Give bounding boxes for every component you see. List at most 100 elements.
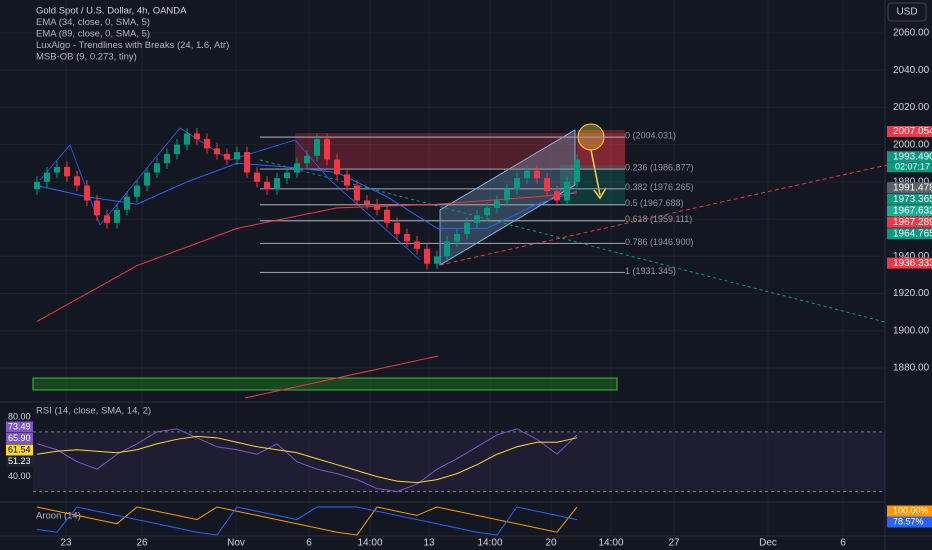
candle-body (324, 139, 330, 160)
aroon-title: Aroon (14) (36, 511, 81, 522)
candle-body (494, 200, 500, 208)
rsi-tick-label: 40.00 (8, 471, 31, 481)
price-marker-label: 2007.054 (893, 126, 932, 137)
candle-body (424, 248, 430, 264)
rsi-marker-label: 65.90 (8, 433, 31, 443)
currency-box[interactable] (887, 2, 927, 22)
candle-body (294, 163, 300, 173)
candle-body (274, 178, 280, 190)
fib-label: 0.618 (1959.111) (625, 214, 692, 224)
candle-body (54, 166, 60, 173)
candle-body (154, 163, 160, 173)
y-tick-label: 2020.00 (893, 102, 930, 113)
grid (0, 0, 885, 536)
candle-body (484, 207, 490, 216)
aroon-line (36, 506, 578, 536)
aroon-marker (887, 505, 932, 517)
price-marker (887, 216, 932, 228)
rsi-title: RSI (14, close, SMA, 14, 2) (36, 406, 151, 417)
rsi-marker (6, 444, 33, 456)
aroon-marker-label: 100.00% (893, 505, 929, 515)
rsi-marker (6, 456, 33, 467)
price-marker-label: 1991.478 (893, 182, 932, 193)
fib-label: 0.236 (1986.877) (625, 162, 694, 172)
candle-body (244, 152, 250, 173)
x-tick-label: 27 (668, 538, 680, 549)
ema-line (36, 192, 578, 322)
fib-label: 0 (2004.031) (625, 130, 676, 140)
x-tick-label: 14:00 (357, 538, 382, 549)
candle-body (384, 209, 390, 223)
fib-label: 0.382 (1976.265) (625, 182, 694, 192)
candle-body (224, 153, 230, 160)
rsi-marker (6, 433, 33, 444)
x-tick-label: 6 (306, 538, 312, 549)
candle-body (404, 233, 410, 242)
candle-body (374, 204, 380, 210)
y-tick-label: 1940.00 (893, 251, 930, 262)
candle-body (434, 256, 440, 264)
candle-body (444, 241, 450, 257)
candle-body (504, 189, 510, 201)
candle-body (254, 172, 260, 182)
candle-body (74, 176, 80, 186)
x-tick-label: 13 (423, 538, 435, 549)
candle-body (214, 148, 220, 154)
candle-body (104, 215, 110, 223)
currency: USD (896, 7, 917, 18)
candle-body (314, 139, 320, 156)
candle-body (344, 174, 350, 186)
candle-body (304, 155, 310, 164)
price-marker-label: 1964.765 (893, 228, 932, 239)
candle-body (94, 200, 100, 216)
legend-entry: MSB-OB (9, 0.273, tiny) (36, 52, 137, 63)
price-marker (887, 151, 932, 163)
price-marker-label: 1967.289 (893, 217, 932, 228)
y-tick-label: 2040.00 (893, 65, 930, 76)
trendline (439, 154, 932, 266)
candle-body (164, 153, 170, 164)
legend-entry: EMA (34, close, 0, SMA, 5) (36, 17, 150, 28)
candle-body (554, 191, 560, 201)
fib-label: 1 (1931.345) (625, 266, 676, 276)
candle-body (544, 178, 550, 192)
fib-label: 0.5 (1967.688) (625, 198, 684, 208)
candle-body (454, 233, 460, 242)
candle-body (234, 152, 240, 160)
candle-body (174, 144, 180, 154)
arrow-head (593, 187, 607, 200)
support-zone (32, 377, 618, 391)
candle-body (284, 172, 290, 179)
y-tick-label: 1920.00 (893, 288, 930, 299)
order-block (295, 133, 625, 169)
x-tick-label: 23 (60, 538, 72, 549)
x-tick-label: Dec (759, 538, 777, 549)
price-marker (887, 205, 932, 217)
candle-body (564, 181, 570, 201)
candle-body (114, 209, 120, 223)
rsi-marker (6, 421, 33, 433)
price-marker (887, 228, 932, 240)
candle-body (534, 170, 540, 179)
countdown-bg (887, 162, 932, 173)
legend-entry: Gold Spot / U.S. Dollar, 4h, OANDA (36, 6, 187, 17)
price-marker (887, 182, 932, 194)
candle-body (334, 159, 340, 175)
candle-body (464, 222, 470, 234)
candle-body (194, 133, 200, 140)
rsi-marker-label: 61.54 (8, 444, 31, 454)
x-tick-label: 14:00 (598, 538, 623, 549)
candle-body (474, 215, 480, 223)
candle-body (574, 159, 580, 182)
candle-body (134, 185, 140, 197)
price-marker (887, 125, 932, 137)
candle-body (204, 139, 210, 149)
price-marker-label: 1973.365 (893, 194, 932, 205)
candle-body (364, 200, 370, 205)
x-tick-label: 14:00 (477, 538, 502, 549)
fib-label: 0.786 (1946.900) (625, 237, 694, 247)
y-tick-label: 1980.00 (893, 176, 930, 187)
aroon-marker (887, 516, 932, 528)
countdown: 02:07:17 (895, 162, 930, 172)
